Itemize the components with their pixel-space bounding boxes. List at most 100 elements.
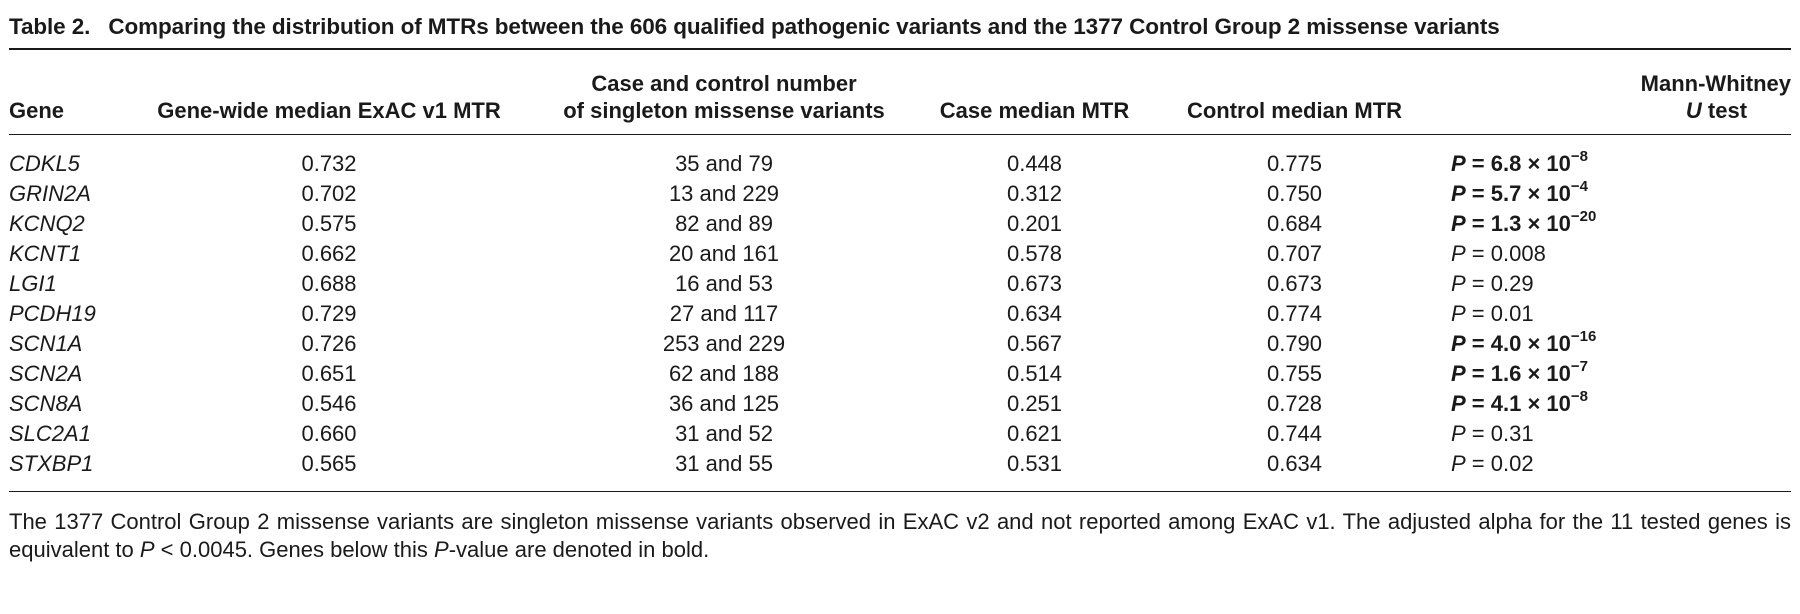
control-median-cell: 0.744	[1266, 421, 1323, 446]
p-mantissa: 1.6	[1490, 361, 1522, 386]
control-median-cell: 0.774	[1266, 301, 1323, 326]
gene-cell: KCNQ2	[9, 211, 85, 236]
p-times-ten: × 10	[1521, 181, 1571, 206]
p-value-cell: P = 1.6 × 10−7	[1437, 359, 1791, 389]
footnote-text-1: The 1377 Control Group 2 missense varian…	[9, 509, 1791, 562]
gene-wide-median-cell: 0.651	[301, 361, 357, 386]
control-median-cell: 0.790	[1266, 331, 1323, 356]
case-control-count-cell: 82 and 89	[675, 211, 773, 236]
p-equals: =	[1465, 241, 1491, 266]
case-median-cell: 0.201	[1006, 211, 1063, 236]
p-exponent: −16	[1570, 328, 1597, 345]
p-mantissa: 6.8	[1490, 151, 1522, 176]
p-mantissa: 4.1	[1490, 391, 1522, 416]
p-value-cell: P = 6.8 × 10−8	[1437, 135, 1791, 180]
p-value-cell: P = 0.29	[1437, 269, 1791, 299]
p-value-cell: P = 4.1 × 10−8	[1437, 389, 1791, 419]
header-test-word: test	[1701, 98, 1748, 123]
p-value-cell: P = 4.0 × 10−16	[1437, 329, 1791, 359]
footnote-text-3: -value are denoted in bold.	[448, 537, 710, 562]
p-value-cell: P = 0.01	[1437, 299, 1791, 329]
gene-wide-median-cell: 0.565	[301, 451, 357, 476]
p-mantissa: 4.0	[1490, 331, 1522, 356]
p-value-cell: P = 1.3 × 10−20	[1437, 209, 1791, 239]
case-control-count-cell: 36 and 125	[668, 391, 780, 416]
table-title: Comparing the distribution of MTRs betwe…	[108, 14, 1500, 39]
gene-cell: LGI1	[9, 271, 57, 296]
table-caption: Table 2. Comparing the distribution of MT…	[9, 12, 1791, 50]
p-symbol: P	[1451, 361, 1466, 386]
footnote-text-2: < 0.0045. Genes below this	[154, 537, 435, 562]
table-row: LGI1 0.688 16 and 53 0.673 0.673 P = 0.29	[9, 269, 1791, 299]
footnote-p-symbol: P	[139, 537, 155, 562]
gene-cell: PCDH19	[9, 301, 96, 326]
p-value: 0.31	[1490, 421, 1534, 446]
case-control-count-cell: 31 and 52	[675, 421, 773, 446]
p-value-cell: P = 0.008	[1437, 239, 1791, 269]
p-equals: =	[1465, 181, 1491, 206]
p-equals: =	[1465, 271, 1491, 296]
p-times-ten: × 10	[1521, 211, 1571, 236]
header-control-median: Control median MTR	[1152, 50, 1437, 135]
p-symbol: P	[1451, 211, 1466, 236]
table-row: STXBP1 0.565 31 and 55 0.531 0.634 P = 0.02	[9, 449, 1791, 491]
table-header: Gene Gene-wide median ExAC v1 MTR Case a…	[9, 50, 1791, 135]
p-value: 0.02	[1490, 451, 1534, 476]
p-exponent: −8	[1570, 388, 1589, 405]
table-row: SLC2A1 0.660 31 and 52 0.621 0.744 P = 0.31	[9, 419, 1791, 449]
p-symbol: P	[1451, 391, 1466, 416]
case-control-count-cell: 31 and 55	[675, 451, 773, 476]
p-equals: =	[1465, 421, 1491, 446]
header-u-test: U test	[1642, 97, 1791, 124]
table-figure: Table 2. Comparing the distribution of MT…	[9, 0, 1791, 564]
header-mann-whitney: Mann-Whitney U test	[1437, 50, 1791, 135]
p-symbol: P	[1451, 451, 1466, 476]
case-control-count-cell: 13 and 229	[668, 181, 780, 206]
table-row: SCN2A 0.651 62 and 188 0.514 0.755 P = 1.6 × …	[9, 359, 1791, 389]
gene-cell: SCN1A	[9, 331, 83, 356]
table-row: SCN1A 0.726 253 and 229 0.567 0.790 P = 4.0 ×…	[9, 329, 1791, 359]
p-times-ten: × 10	[1521, 151, 1571, 176]
gene-wide-median-cell: 0.729	[301, 301, 357, 326]
p-times-ten: × 10	[1521, 331, 1571, 356]
table-body: CDKL5 0.732 35 and 79 0.448 0.775 P = 6.8 × 1…	[9, 135, 1791, 492]
p-mantissa: 1.3	[1490, 211, 1522, 236]
control-median-cell: 0.750	[1266, 181, 1323, 206]
case-control-count-cell: 253 and 229	[662, 331, 786, 356]
p-exponent: −7	[1570, 358, 1589, 375]
gene-cell: CDKL5	[9, 151, 80, 176]
p-equals: =	[1465, 301, 1491, 326]
header-case-control-line2: of singleton missense variants	[563, 98, 885, 123]
gene-cell: KCNT1	[9, 241, 82, 266]
table-row: SCN8A 0.546 36 and 125 0.251 0.728 P = 4.1 × …	[9, 389, 1791, 419]
header-gene: Gene	[9, 50, 127, 135]
p-times-ten: × 10	[1521, 361, 1571, 386]
gene-cell: SCN2A	[9, 361, 83, 386]
table-bottom-rule	[9, 491, 1791, 492]
p-symbol: P	[1451, 241, 1466, 266]
control-median-cell: 0.728	[1266, 391, 1323, 416]
case-median-cell: 0.621	[1006, 421, 1063, 446]
gene-wide-median-cell: 0.726	[301, 331, 357, 356]
footnote-p-symbol-2: P	[434, 537, 449, 562]
table-row: GRIN2A 0.702 13 and 229 0.312 0.750 P = 5.7 ×…	[9, 179, 1791, 209]
header-case-control-line1: Case and control number	[591, 71, 857, 96]
p-symbol: P	[1451, 421, 1466, 446]
gene-wide-median-cell: 0.546	[301, 391, 357, 416]
p-value-cell: P = 0.31	[1437, 419, 1791, 449]
gene-wide-median-cell: 0.688	[301, 271, 357, 296]
gene-wide-median-cell: 0.575	[301, 211, 357, 236]
gene-cell: SCN8A	[9, 391, 83, 416]
p-times-ten: × 10	[1521, 391, 1571, 416]
control-median-cell: 0.775	[1266, 151, 1323, 176]
table-row: PCDH19 0.729 27 and 117 0.634 0.774 P = 0.01	[9, 299, 1791, 329]
control-median-cell: 0.673	[1266, 271, 1323, 296]
p-symbol: P	[1451, 301, 1466, 326]
control-median-cell: 0.707	[1266, 241, 1323, 266]
p-value-cell: P = 0.02	[1437, 449, 1791, 491]
case-control-count-cell: 16 and 53	[675, 271, 773, 296]
p-equals: =	[1465, 391, 1491, 416]
p-equals: =	[1465, 211, 1491, 236]
gene-cell: STXBP1	[9, 451, 94, 476]
gene-wide-median-cell: 0.702	[301, 181, 357, 206]
